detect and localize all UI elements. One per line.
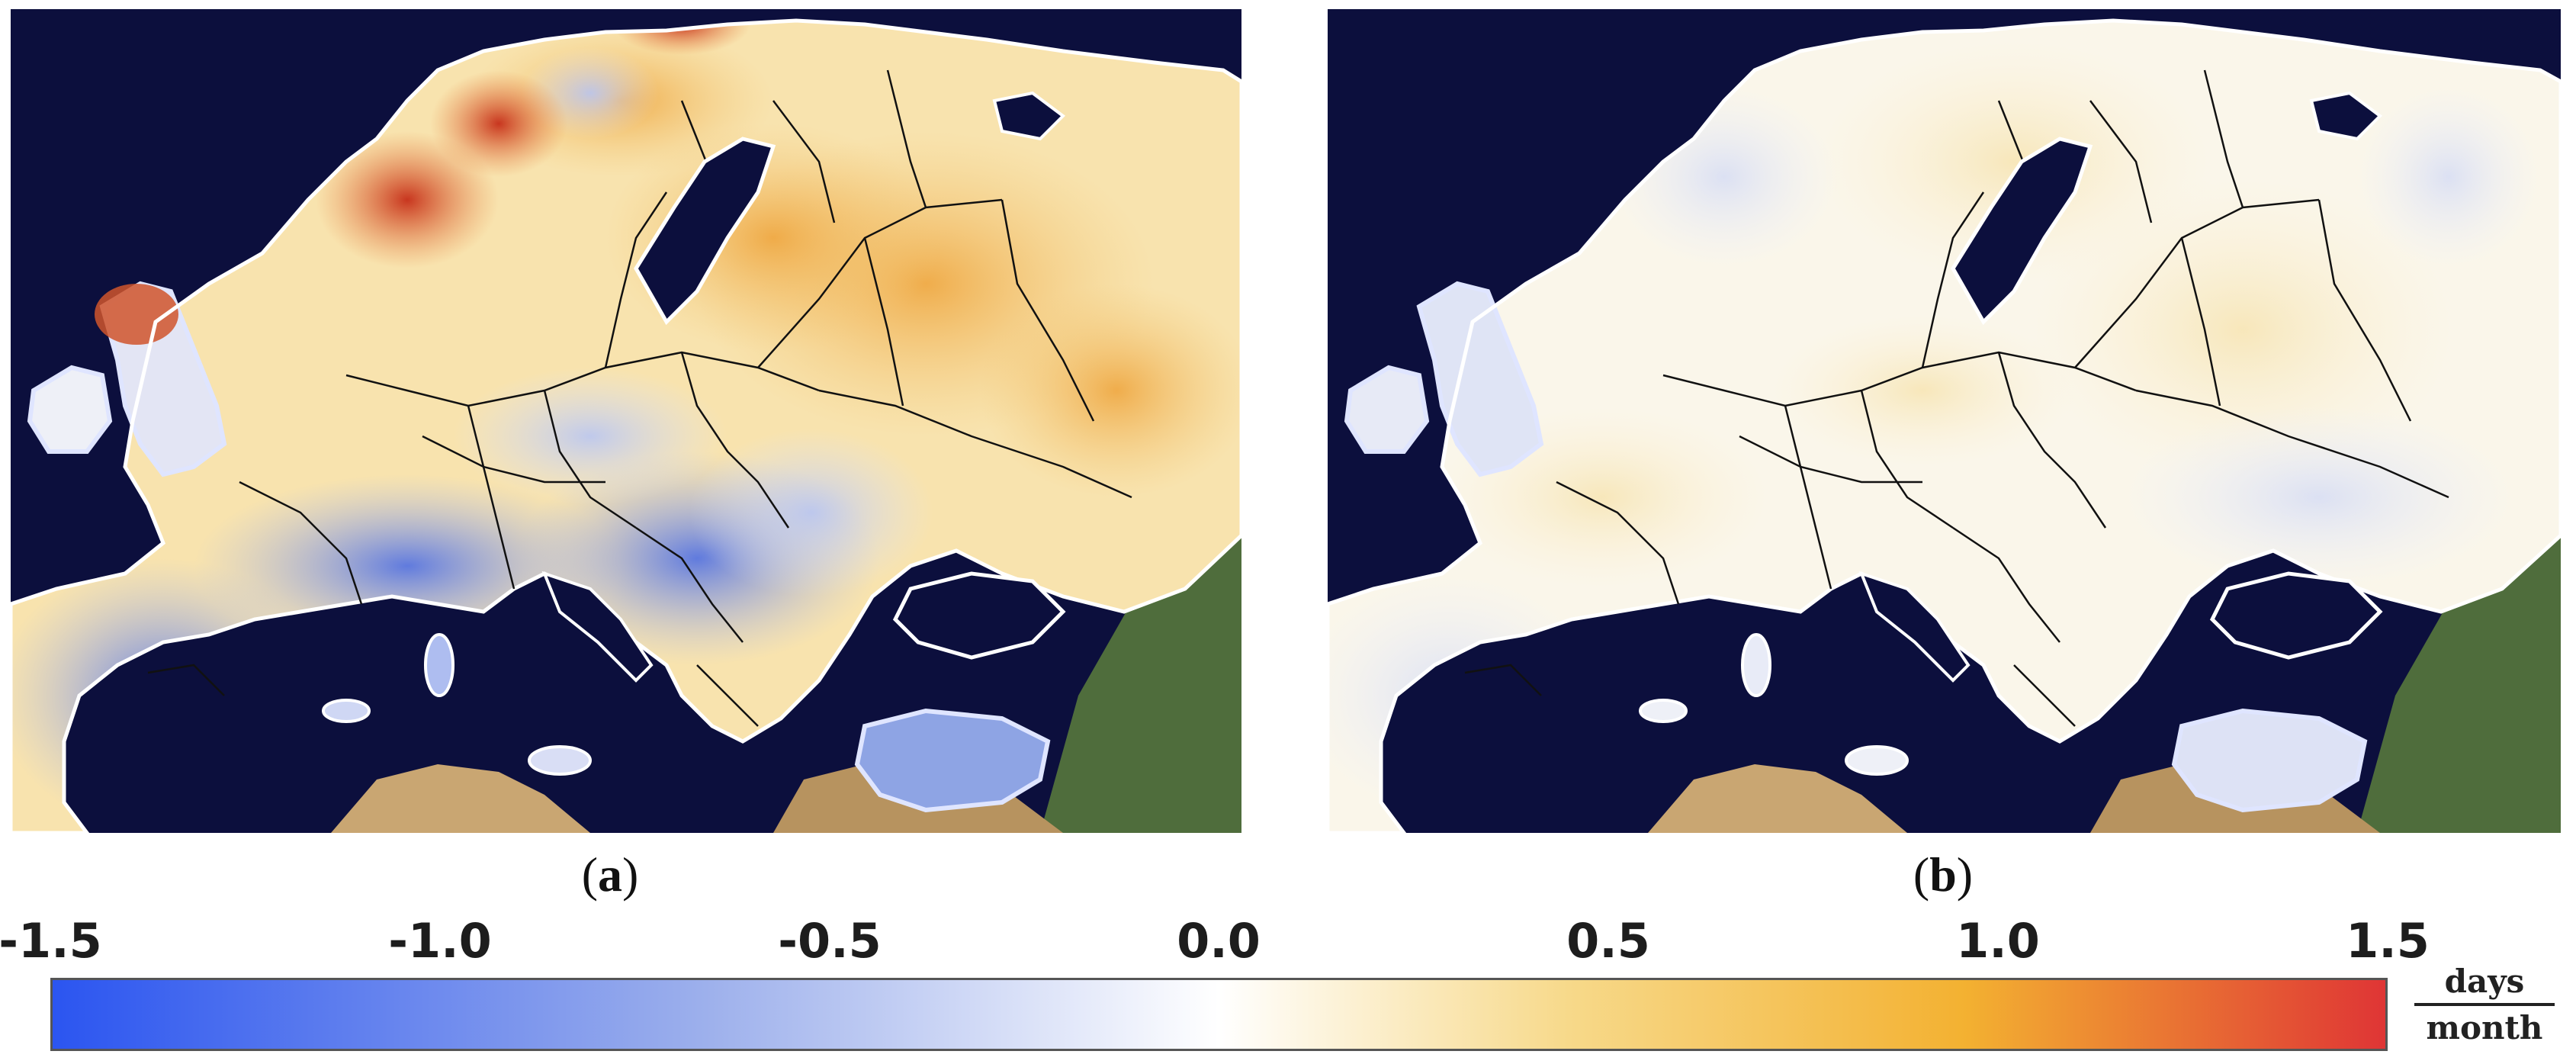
colorbar-tick: -1.0 [388, 913, 492, 969]
map-b-svg [1328, 9, 2561, 833]
baltic-sea-a [634, 137, 776, 326]
ireland-a [27, 365, 113, 454]
africa-desert-a [331, 764, 590, 833]
britain-b [1416, 281, 1544, 477]
colorbar-units: days month [2408, 963, 2561, 1046]
map-a-svg [11, 9, 1241, 833]
turkey-a [854, 708, 1051, 813]
units-denominator: month [2426, 1009, 2543, 1046]
colorbar-tick: -1.5 [0, 913, 102, 969]
units-numerator: days [2444, 963, 2525, 1000]
borders-b [1464, 69, 2449, 727]
africa-desert-b [1648, 764, 1907, 833]
colorbar-tick: 0.5 [1566, 913, 1650, 969]
black-sea-b [2209, 571, 2383, 660]
turkey-b [2171, 708, 2368, 813]
colorbar [50, 978, 2388, 1051]
panel-label-b: (b) [1913, 847, 1974, 902]
colorbar-tick: 1.0 [1956, 913, 2040, 969]
units-fraction-line [2414, 1003, 2555, 1006]
colorbar-tick: -0.5 [778, 913, 882, 969]
ireland-b [1344, 365, 1430, 454]
colorbar-tick: 1.5 [2346, 913, 2430, 969]
map-panel-a [11, 9, 1241, 833]
baltic-sea-b [1951, 137, 2093, 326]
borders-a [147, 69, 1132, 727]
map-panel-b [1328, 9, 2561, 833]
colorbar-tick: 0.0 [1177, 913, 1261, 969]
panel-label-a: (a) [581, 847, 639, 902]
black-sea-a [892, 571, 1066, 660]
